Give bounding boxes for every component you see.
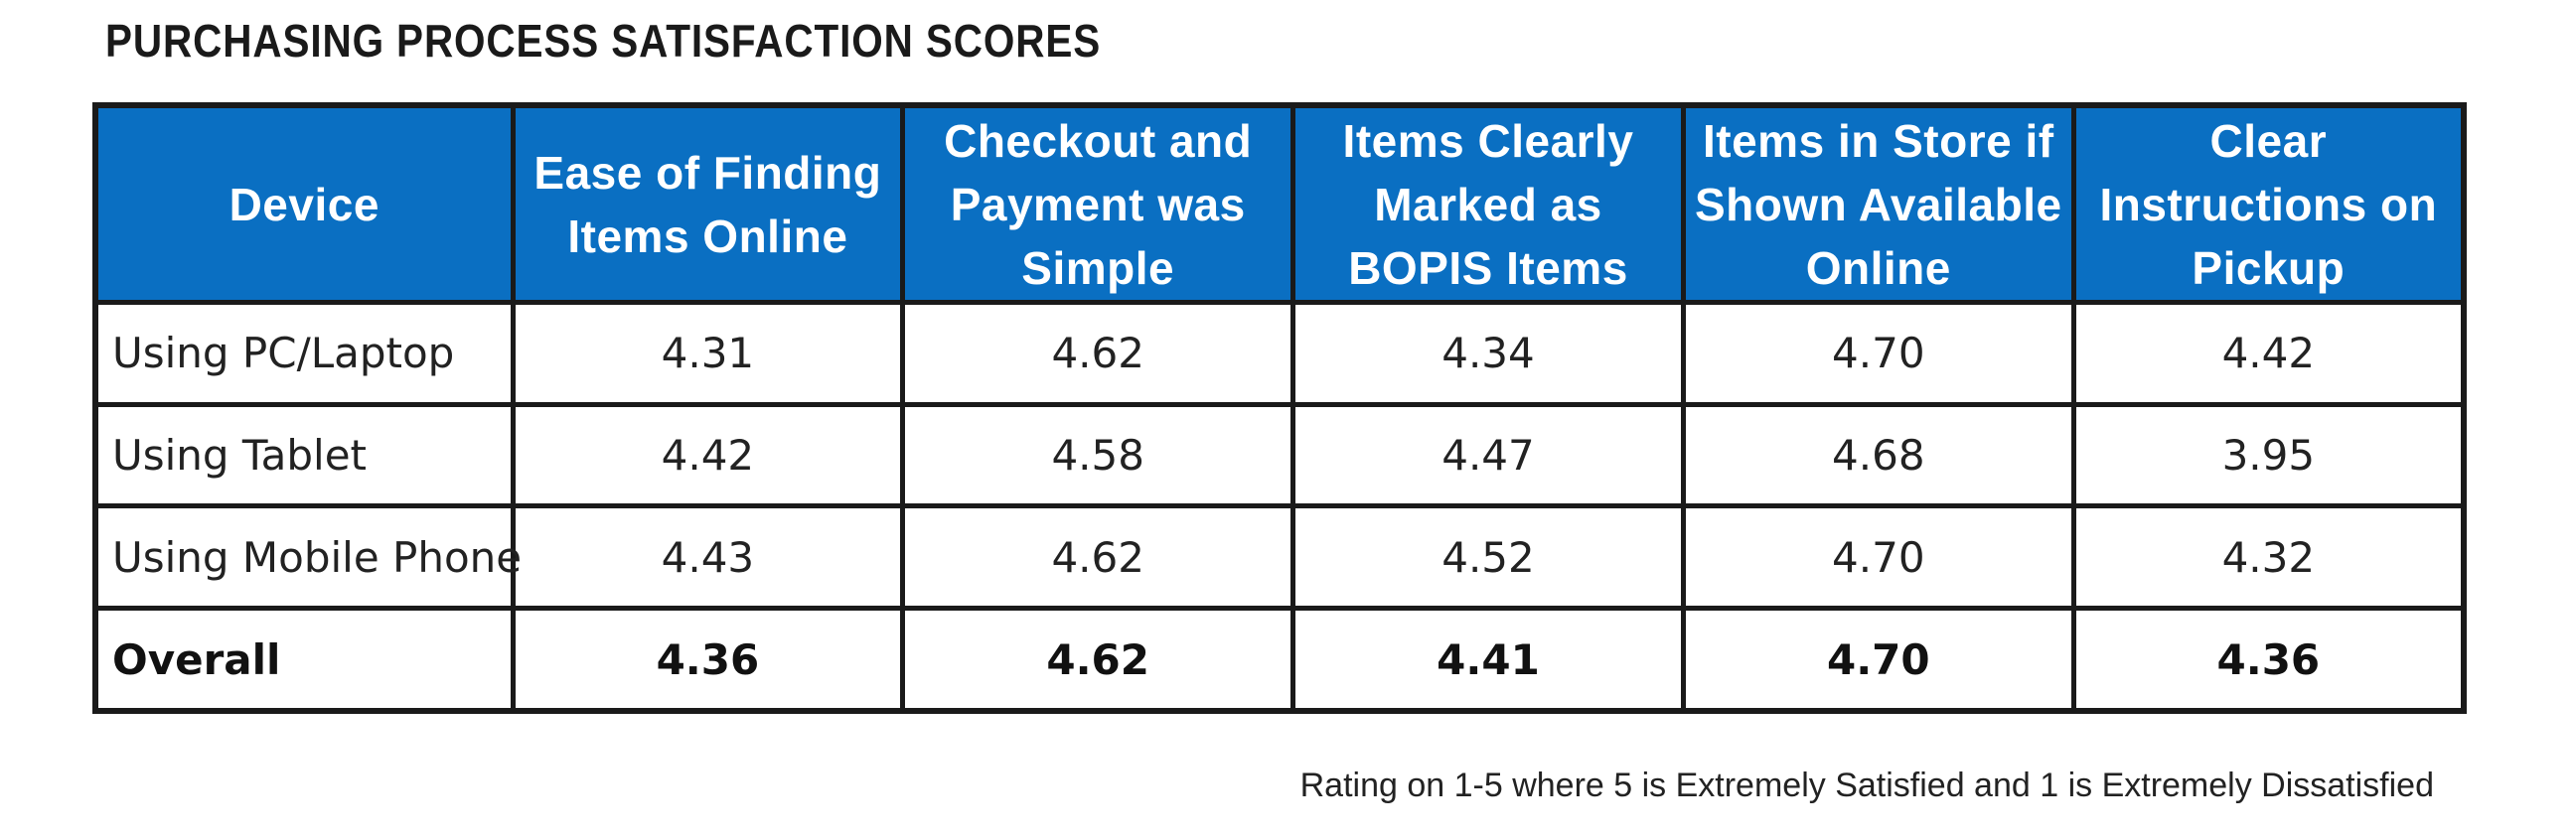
table-cell: 4.62 xyxy=(900,503,1296,612)
column-header-device: Device xyxy=(92,102,516,305)
row-label: Using PC/Laptop xyxy=(92,300,516,407)
table-cell: 4.58 xyxy=(900,401,1296,509)
row-label: Overall xyxy=(92,606,516,714)
column-header-pickup-instructions: Clear Instructions on Pickup xyxy=(2070,102,2467,305)
table-cell: 4.41 xyxy=(1290,606,1686,714)
satisfaction-table: Device Ease of Finding Items Online Chec… xyxy=(92,102,2467,714)
table-row: Using Mobile Phone 4.43 4.62 4.52 4.70 4… xyxy=(92,503,2467,612)
table-cell: 4.52 xyxy=(1290,503,1686,612)
column-header-checkout: Checkout and Payment was Simple xyxy=(900,102,1296,305)
table-header-row: Device Ease of Finding Items Online Chec… xyxy=(92,102,2467,305)
table-cell: 4.42 xyxy=(510,401,906,509)
column-header-items-in-store: Items in Store if Shown Available Online xyxy=(1680,102,2076,305)
column-header-bopis-marked: Items Clearly Marked as BOPIS Items xyxy=(1290,102,1686,305)
table-row-overall: Overall 4.36 4.62 4.41 4.70 4.36 xyxy=(92,606,2467,714)
table-cell: 4.47 xyxy=(1290,401,1686,509)
table-cell: 3.95 xyxy=(2070,401,2467,509)
table-row: Using Tablet 4.42 4.58 4.47 4.68 3.95 xyxy=(92,401,2467,509)
rating-footnote: Rating on 1-5 where 5 is Extremely Satis… xyxy=(1299,767,2434,804)
table-cell: 4.62 xyxy=(900,300,1296,407)
table-cell: 4.43 xyxy=(510,503,906,612)
table-cell: 4.68 xyxy=(1680,401,2076,509)
table-cell: 4.34 xyxy=(1290,300,1686,407)
table-cell: 4.32 xyxy=(2070,503,2467,612)
table-row: Using PC/Laptop 4.31 4.62 4.34 4.70 4.42 xyxy=(92,300,2467,407)
row-label: Using Mobile Phone xyxy=(92,503,522,612)
table-cell: 4.36 xyxy=(2070,606,2467,714)
table-cell: 4.62 xyxy=(900,606,1296,714)
row-label: Using Tablet xyxy=(92,401,516,509)
table-cell: 4.70 xyxy=(1680,300,2076,407)
table-cell: 4.36 xyxy=(510,606,906,714)
table-cell: 4.70 xyxy=(1680,606,2076,714)
table-cell: 4.70 xyxy=(1680,503,2076,612)
table-cell: 4.42 xyxy=(2070,300,2467,407)
column-header-ease-of-finding: Ease of Finding Items Online xyxy=(510,102,906,305)
page-title: PURCHASING PROCESS SATISFACTION SCORES xyxy=(105,15,1102,67)
table-cell: 4.31 xyxy=(510,300,906,407)
